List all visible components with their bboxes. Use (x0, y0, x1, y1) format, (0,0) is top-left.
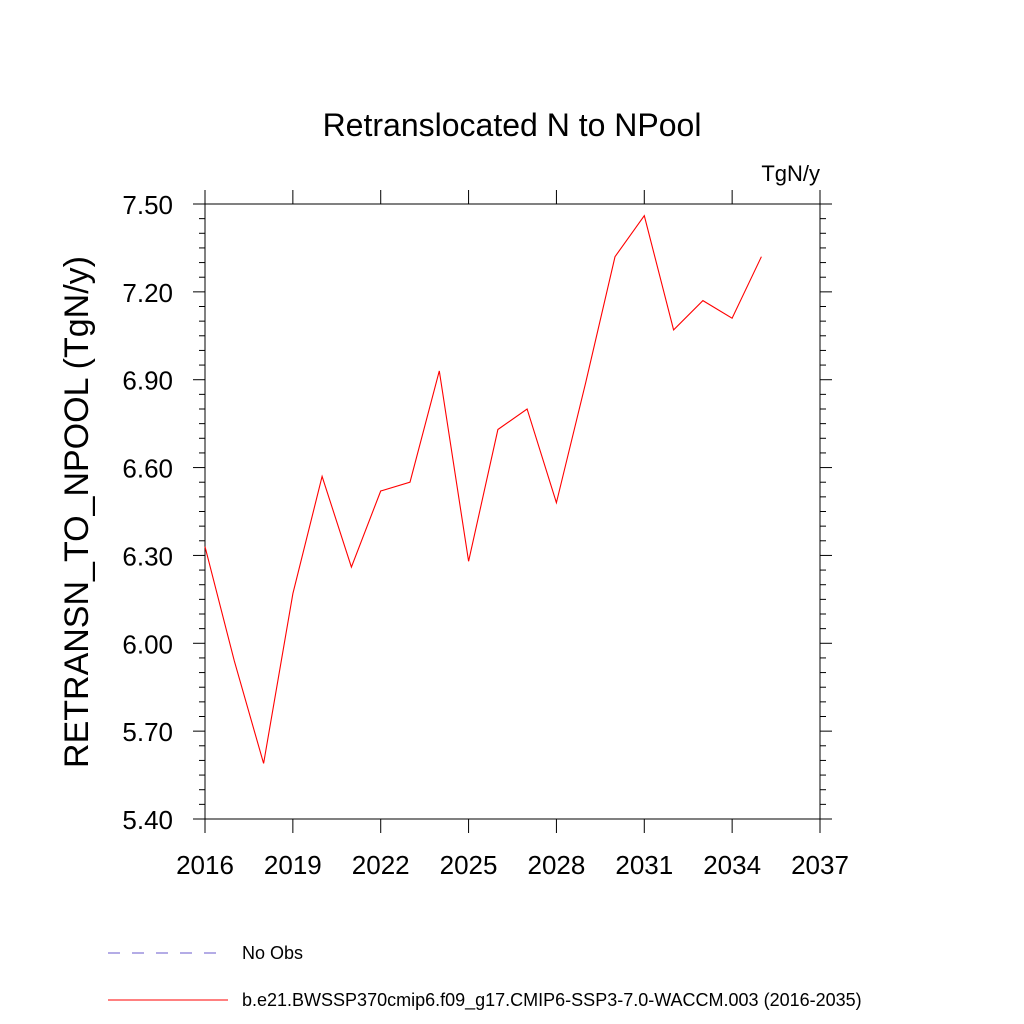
y-tick-label: 7.50 (122, 190, 173, 220)
x-tick-label: 2022 (352, 850, 410, 880)
x-tick-label: 2031 (615, 850, 673, 880)
y-tick-label: 6.60 (122, 454, 173, 484)
units-label: TgN/y (761, 161, 820, 186)
y-axis-label: RETRANSN_TO_NPOOL (TgN/y) (58, 256, 96, 768)
y-tick-label: 6.00 (122, 629, 173, 659)
x-tick-label: 2025 (440, 850, 498, 880)
y-tick-label: 5.70 (122, 717, 173, 747)
legend: No Obs b.e21.BWSSP370cmip6.f09_g17.CMIP6… (108, 943, 862, 1011)
y-ticks: 5.40 5.70 6.00 6.30 6.60 6.90 7.20 7.50 (122, 190, 832, 835)
legend-model-label: b.e21.BWSSP370cmip6.f09_g17.CMIP6-SSP3-7… (242, 990, 862, 1011)
x-tick-label: 2037 (791, 850, 849, 880)
x-tick-label: 2028 (528, 850, 586, 880)
y-tick-label: 6.90 (122, 366, 173, 396)
x-tick-label: 2034 (703, 850, 761, 880)
series-layer (204, 214, 762, 764)
y-tick-label: 5.40 (122, 805, 173, 835)
x-ticks: 2016 2019 2022 2025 2028 2031 2034 2037 (176, 190, 849, 880)
plot-frame (204, 203, 821, 820)
x-tick-label: 2019 (264, 850, 322, 880)
chart-title: Retranslocated N to NPool (323, 107, 702, 143)
y-tick-label: 6.30 (122, 541, 173, 571)
x-tick-label: 2016 (176, 850, 234, 880)
series-line (204, 214, 762, 764)
plot-border (204, 203, 821, 820)
y-tick-label: 7.20 (122, 278, 173, 308)
legend-no-obs-label: No Obs (242, 943, 303, 963)
